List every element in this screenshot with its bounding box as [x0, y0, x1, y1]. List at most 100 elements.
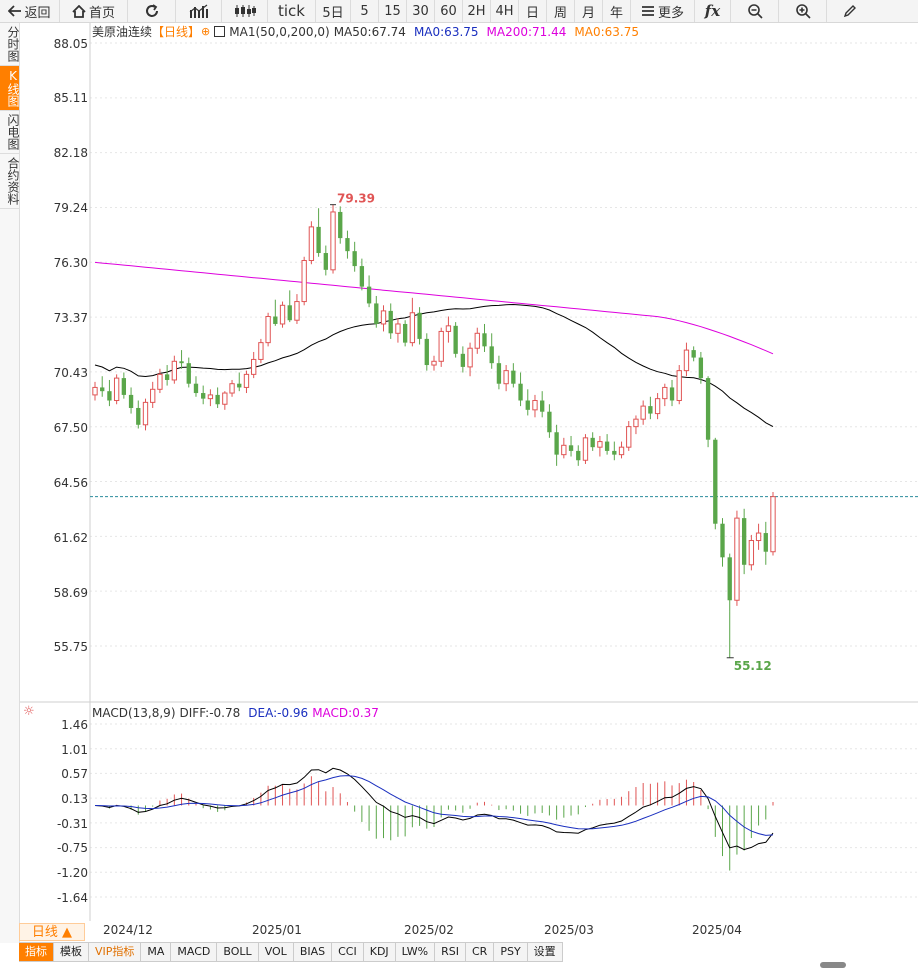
- zoom-out-icon: [747, 4, 763, 19]
- candle-body: [409, 312, 416, 344]
- price-tick: 79.24: [53, 201, 88, 215]
- candle-body: [136, 407, 141, 425]
- tab-vol[interactable]: VOL: [259, 943, 294, 961]
- tab-macd[interactable]: MACD: [171, 943, 218, 961]
- candle-body: [698, 357, 704, 379]
- period-label: 【日线】: [152, 25, 201, 39]
- tab-indicator[interactable]: 指标: [19, 943, 54, 961]
- sidebar-item-contract[interactable]: 合约资料: [0, 154, 20, 209]
- period-5-button[interactable]: 5: [351, 0, 379, 22]
- back-arrow-icon: [8, 5, 22, 17]
- sidebar-item-kline[interactable]: K线图: [0, 66, 20, 111]
- chart-type-button[interactable]: [176, 0, 222, 22]
- candle-body: [503, 370, 509, 385]
- sidebar-item-flash[interactable]: 闪电图: [0, 111, 20, 154]
- tick-button[interactable]: tick: [268, 0, 316, 22]
- candle-body: [727, 557, 732, 601]
- candle-body: [142, 401, 149, 426]
- price-tick: 67.50: [53, 421, 88, 435]
- sidebar-item-timeshare[interactable]: 分时图: [0, 23, 20, 66]
- candle-body: [683, 349, 690, 372]
- draw-button[interactable]: [827, 0, 873, 22]
- tab-lw[interactable]: LW%: [396, 943, 436, 961]
- tab-bias[interactable]: BIAS: [294, 943, 333, 961]
- candle-body: [633, 418, 639, 428]
- high-price-label: 79.39: [337, 192, 375, 206]
- candle-body: [150, 388, 156, 403]
- macd-settings-icon[interactable]: ☼: [23, 704, 35, 719]
- price-tick: 73.37: [53, 311, 88, 325]
- ma0a-label: MA0:63.75: [413, 24, 479, 39]
- candle-body: [460, 353, 466, 367]
- period-dropdown[interactable]: 日线 ▲: [19, 923, 85, 941]
- candle-body: [171, 360, 178, 381]
- period-year-button[interactable]: 年: [603, 0, 631, 22]
- instrument-name: 美原油连续: [92, 25, 153, 39]
- tab-kdj[interactable]: KDJ: [364, 943, 396, 961]
- macd-legend: MACD(13,8,9) DIFF:-0.78 DEA:-0.96 MACD:0…: [92, 706, 379, 720]
- tab-rsi[interactable]: RSI: [435, 943, 466, 961]
- candle-type-button[interactable]: [222, 0, 268, 22]
- period-30-button[interactable]: 30: [407, 0, 435, 22]
- kline-chart[interactable]: 79.39 55.12: [20, 23, 918, 921]
- candle-body: [691, 350, 696, 358]
- five-day-button[interactable]: 5日: [316, 0, 351, 22]
- zoom-out-button[interactable]: [731, 0, 779, 22]
- home-label: 首页: [88, 5, 115, 21]
- candle-body: [301, 259, 307, 303]
- candle-body: [258, 342, 264, 360]
- candle-body: [618, 446, 625, 456]
- candle-body: [164, 374, 170, 380]
- candle-body: [676, 370, 682, 402]
- period-15-button[interactable]: 15: [379, 0, 407, 22]
- candle-body: [597, 441, 603, 448]
- candle-body: [193, 383, 199, 394]
- macd-dea: DEA:-0.96: [248, 706, 309, 720]
- candle-body: [489, 346, 494, 364]
- tab-cci[interactable]: CCI: [332, 943, 364, 961]
- pencil-icon: [843, 5, 856, 18]
- candle-body: [445, 325, 452, 332]
- candlestick-icon: [234, 5, 256, 17]
- date-label: 2024/12: [103, 923, 153, 937]
- date-label: 2025/04: [692, 923, 742, 937]
- candle-body: [179, 361, 184, 364]
- formula-button[interactable]: fx: [695, 0, 731, 22]
- macd-dea-line: [94, 775, 774, 836]
- candle-body: [438, 330, 444, 362]
- zoom-in-button[interactable]: [779, 0, 827, 22]
- ma50-label: MA50:67.74: [333, 24, 406, 39]
- tab-boll[interactable]: BOLL: [217, 943, 259, 961]
- home-button[interactable]: 首页: [60, 0, 128, 22]
- price-tick: 58.69: [53, 586, 88, 600]
- candle-body: [279, 304, 286, 325]
- tab-cr[interactable]: CR: [466, 943, 495, 961]
- candle-body: [518, 383, 523, 401]
- tab-template[interactable]: 模板: [54, 943, 89, 961]
- back-button[interactable]: 返回: [0, 0, 60, 22]
- price-legend: 美原油连续 【日线】 ⊕ MA1(50,0,200,0) MA50:67.74 …: [92, 23, 639, 40]
- date-label: 2025/03: [544, 923, 594, 937]
- tab-vip-indicator[interactable]: VIP指标: [89, 943, 142, 961]
- tab-ma[interactable]: MA: [141, 943, 172, 961]
- macd-diff: DIFF:-0.78: [179, 706, 241, 720]
- period-week-button[interactable]: 周: [547, 0, 575, 22]
- period-4h-button[interactable]: 4H: [491, 0, 519, 22]
- macd-tick: 1.46: [61, 718, 88, 732]
- indicator-box-icon[interactable]: [214, 26, 226, 37]
- period-60-button[interactable]: 60: [435, 0, 463, 22]
- tab-settings[interactable]: 设置: [528, 943, 563, 961]
- tab-psy[interactable]: PSY: [494, 943, 528, 961]
- settings-circle-icon[interactable]: ⊕: [201, 25, 211, 38]
- period-month-button[interactable]: 月: [575, 0, 603, 22]
- more-button[interactable]: 更多: [631, 0, 695, 22]
- candle-body: [474, 332, 480, 349]
- candle-body: [763, 533, 768, 552]
- candle-body: [308, 226, 315, 261]
- candle-body: [554, 432, 559, 455]
- macd-diff-line: [94, 767, 774, 851]
- period-2h-button[interactable]: 2H: [463, 0, 491, 22]
- scroll-indicator[interactable]: [820, 962, 846, 968]
- period-day-button[interactable]: 日: [519, 0, 547, 22]
- refresh-button[interactable]: [128, 0, 176, 22]
